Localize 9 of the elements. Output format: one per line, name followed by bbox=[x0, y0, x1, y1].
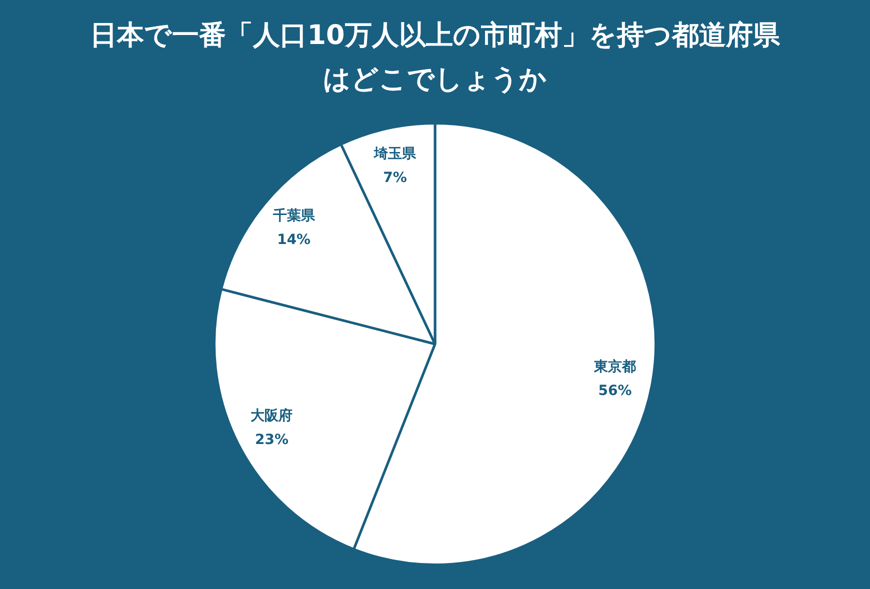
chart-title: 日本で一番「人口10万人以上の市町村」を持つ都道府県はどこでしょうか bbox=[90, 19, 780, 97]
data-label: 14% bbox=[277, 232, 311, 248]
slice-label: 大阪府 bbox=[250, 406, 293, 424]
data-label: 7% bbox=[383, 170, 407, 186]
slice-label: 埼玉県 bbox=[373, 146, 418, 162]
slice-label: 東京都 bbox=[592, 358, 636, 375]
slice-label: 千葉県 bbox=[272, 206, 316, 224]
data-label: 56% bbox=[598, 382, 632, 399]
data-label: 23% bbox=[254, 432, 289, 448]
